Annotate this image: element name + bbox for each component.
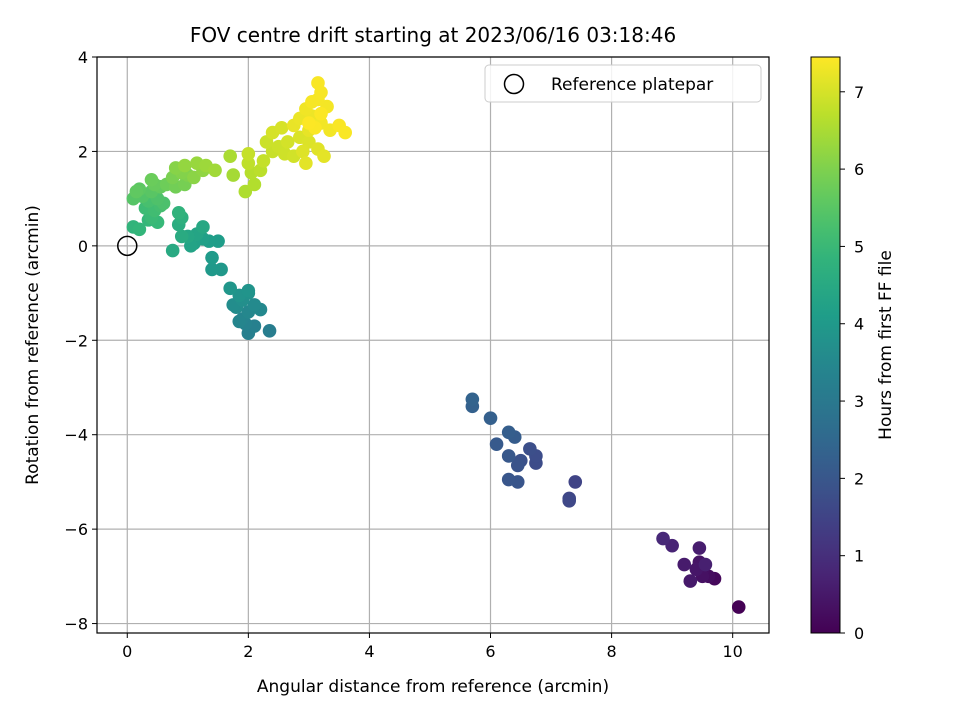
- data-point: [692, 541, 707, 555]
- data-point: [171, 206, 186, 220]
- data-point: [338, 125, 353, 140]
- data-point: [523, 442, 537, 456]
- data-point: [132, 222, 147, 237]
- data-point: [656, 531, 670, 546]
- colorbar-frame: [810, 56, 841, 634]
- x-axis-ticks: 0 2 4 6 8 10: [122, 633, 743, 661]
- legend: Reference platepar: [484, 64, 762, 103]
- data-point: [196, 220, 210, 234]
- data-point: [296, 144, 310, 159]
- legend-marker: [503, 73, 525, 95]
- data-point: [501, 449, 516, 463]
- data-point: [317, 149, 331, 163]
- y-tick-label: −4: [64, 426, 88, 445]
- colorbar-tick-label: 1: [854, 547, 864, 566]
- colorbar-label: Hours from first FF file: [876, 250, 896, 440]
- data-point: [314, 106, 328, 121]
- data-point: [568, 475, 583, 489]
- x-tick-label: 0: [122, 642, 132, 661]
- data-point: [205, 250, 219, 265]
- data-point: [223, 149, 237, 163]
- data-point: [232, 314, 247, 329]
- data-point: [305, 95, 319, 109]
- data-point: [501, 472, 516, 487]
- data-point: [501, 425, 516, 440]
- data-point: [731, 600, 746, 614]
- data-point: [165, 243, 180, 258]
- colorbar-tick-label: 4: [854, 315, 864, 334]
- y-tick-label: 0: [78, 237, 88, 256]
- data-point: [299, 156, 313, 171]
- y-tick-label: 2: [78, 142, 88, 161]
- colorbar-tick-label: 6: [854, 160, 864, 179]
- data-point: [489, 437, 504, 451]
- data-point: [465, 392, 480, 407]
- colorbar-tick-label: 3: [854, 392, 864, 411]
- data-point: [280, 135, 295, 149]
- data-point: [698, 557, 713, 572]
- x-tick-label: 10: [722, 642, 742, 661]
- data-point: [262, 324, 277, 338]
- y-axis-label: Rotation from reference (arcmin): [23, 205, 43, 485]
- x-tick-label: 6: [485, 642, 495, 661]
- data-point: [247, 177, 262, 192]
- data-point: [208, 163, 222, 178]
- plot-frame: [96, 56, 770, 634]
- x-tick-label: 4: [364, 642, 374, 661]
- data-point: [205, 262, 219, 277]
- data-point: [302, 116, 316, 130]
- chart-title: FOV centre drift starting at 2023/06/16 …: [190, 23, 676, 47]
- colorbar-tick-label: 0: [854, 624, 864, 643]
- data-point: [174, 229, 189, 244]
- legend-box: [484, 64, 762, 103]
- colorbar: [811, 57, 840, 633]
- data-points: [126, 76, 746, 614]
- data-point: [677, 557, 692, 572]
- data-point: [241, 146, 256, 161]
- data-point: [274, 121, 289, 135]
- grid-lines: [97, 56, 769, 633]
- colorbar-ticks: 0 1 2 3 4 5 6 7: [840, 83, 864, 643]
- data-point: [241, 156, 256, 171]
- x-tick-label: 2: [243, 642, 253, 661]
- data-point: [562, 494, 577, 508]
- data-point: [311, 76, 325, 90]
- y-tick-label: −2: [64, 331, 88, 350]
- data-point: [247, 298, 262, 312]
- data-point: [226, 168, 241, 182]
- colorbar-tick-label: 5: [854, 237, 864, 256]
- colorbar-tick-label: 2: [854, 469, 864, 488]
- reference-point: [117, 235, 138, 257]
- data-point: [144, 172, 159, 187]
- data-point: [256, 154, 271, 168]
- y-tick-label: 4: [78, 48, 88, 67]
- x-axis-label: Angular distance from reference (arcmin): [257, 677, 609, 697]
- data-point: [177, 158, 192, 173]
- data-point: [129, 184, 144, 199]
- y-tick-label: −8: [64, 615, 88, 634]
- data-point: [223, 281, 237, 296]
- colorbar-tick-label: 7: [854, 83, 864, 102]
- data-point: [683, 574, 698, 588]
- data-point: [241, 283, 256, 298]
- data-point: [483, 411, 498, 425]
- data-point: [510, 458, 525, 473]
- legend-label: Reference platepar: [551, 75, 713, 95]
- y-tick-label: −6: [64, 520, 88, 539]
- x-tick-label: 8: [607, 642, 617, 661]
- y-axis-ticks: −8 −6 −4 −2 0 2 4: [64, 48, 97, 634]
